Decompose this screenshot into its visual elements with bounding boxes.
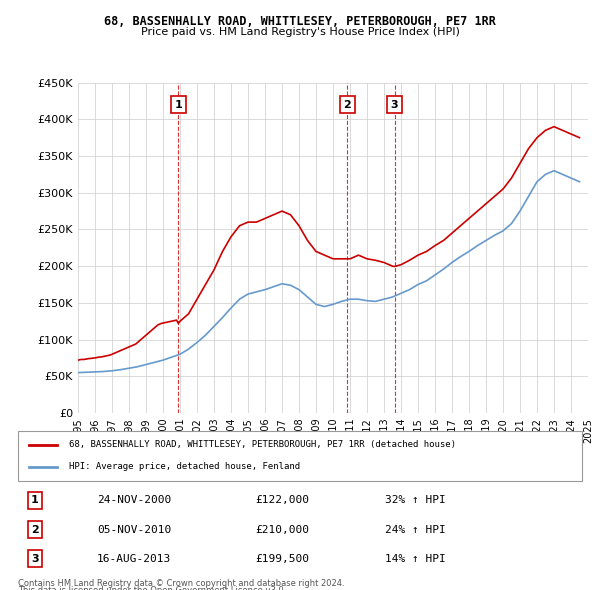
Text: 2: 2 bbox=[344, 100, 352, 110]
Text: This data is licensed under the Open Government Licence v3.0.: This data is licensed under the Open Gov… bbox=[18, 586, 286, 590]
Text: 16-AUG-2013: 16-AUG-2013 bbox=[97, 554, 171, 564]
Text: 68, BASSENHALLY ROAD, WHITTLESEY, PETERBOROUGH, PE7 1RR: 68, BASSENHALLY ROAD, WHITTLESEY, PETERB… bbox=[104, 15, 496, 28]
Text: 24-NOV-2000: 24-NOV-2000 bbox=[97, 495, 171, 505]
Text: 68, BASSENHALLY ROAD, WHITTLESEY, PETERBOROUGH, PE7 1RR (detached house): 68, BASSENHALLY ROAD, WHITTLESEY, PETERB… bbox=[69, 440, 456, 449]
FancyBboxPatch shape bbox=[18, 431, 582, 481]
Text: 05-NOV-2010: 05-NOV-2010 bbox=[97, 525, 171, 535]
Text: £122,000: £122,000 bbox=[255, 495, 309, 505]
Text: £199,500: £199,500 bbox=[255, 554, 309, 564]
Text: 1: 1 bbox=[175, 100, 182, 110]
Text: 2: 2 bbox=[31, 525, 39, 535]
Text: 3: 3 bbox=[391, 100, 398, 110]
Text: 32% ↑ HPI: 32% ↑ HPI bbox=[385, 495, 445, 505]
Text: Contains HM Land Registry data © Crown copyright and database right 2024.: Contains HM Land Registry data © Crown c… bbox=[18, 579, 344, 588]
Text: 3: 3 bbox=[31, 554, 39, 564]
Text: 24% ↑ HPI: 24% ↑ HPI bbox=[385, 525, 445, 535]
Text: 14% ↑ HPI: 14% ↑ HPI bbox=[385, 554, 445, 564]
Text: Price paid vs. HM Land Registry's House Price Index (HPI): Price paid vs. HM Land Registry's House … bbox=[140, 27, 460, 37]
Text: HPI: Average price, detached house, Fenland: HPI: Average price, detached house, Fenl… bbox=[69, 463, 300, 471]
Text: £210,000: £210,000 bbox=[255, 525, 309, 535]
Text: 1: 1 bbox=[31, 495, 39, 505]
